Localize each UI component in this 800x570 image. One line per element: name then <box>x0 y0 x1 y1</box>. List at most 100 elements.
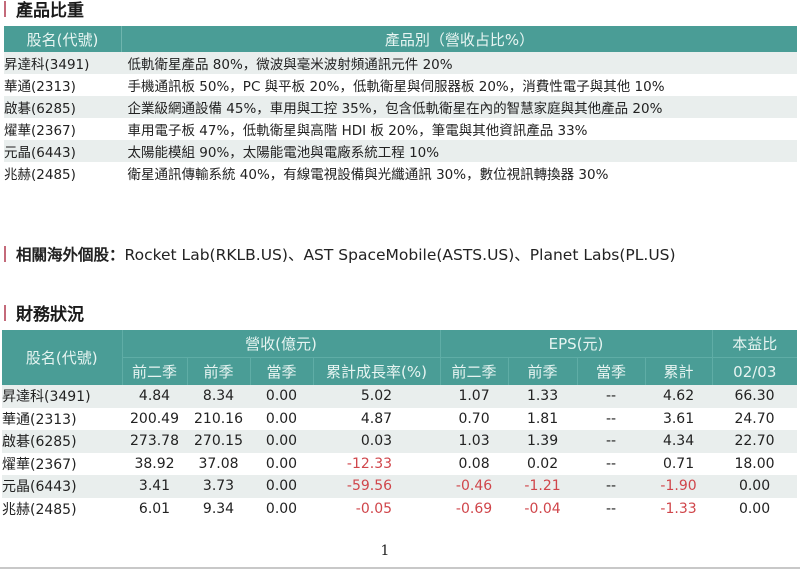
pe-ratio: 66.30 <box>712 385 798 408</box>
finance-section-title: 財務狀況 <box>4 300 84 325</box>
title-accent-bar <box>4 246 6 262</box>
table-row: 華通(2313) 200.49 210.16 0.00 4.87 0.70 1.… <box>2 408 797 431</box>
table-row: 元晶(6443) 太陽能模組 90%，太陽能電池與電廠系統工程 10% <box>4 140 797 162</box>
table-row: 燿華(2367) 車用電子板 47%，低軌衛星與高階 HDI 板 20%，筆電與… <box>4 118 797 140</box>
product-mix: 手機通訊板 50%，PC 與平板 20%，低軌衛星與伺服器板 20%，消費性電子… <box>127 79 665 95</box>
product-mix: 低軌衛星產品 80%，微波與毫米波射頻通訊元件 20% <box>121 52 797 74</box>
header-rev-current: 當季 <box>249 357 313 385</box>
pe-ratio: 24.70 <box>734 410 775 427</box>
rev-prev2: 4.84 <box>122 385 187 408</box>
table-row: 啟碁(6285) 273.78 270.15 0.00 0.03 1.03 1.… <box>2 430 798 453</box>
eps-cumulative: 0.71 <box>662 455 695 472</box>
rev-growth: 4.87 <box>360 410 393 427</box>
eps-prev2: 1.03 <box>440 430 509 453</box>
title-accent-bar <box>4 0 6 17</box>
eps-prev2: 0.08 <box>458 455 490 472</box>
rev-current: 0.00 <box>250 430 313 453</box>
header-rev-prev: 前季 <box>186 357 250 385</box>
rev-current: 0.00 <box>265 500 298 517</box>
product-mix: 衛星通訊傳輸系統 40%，有線電視設備與光纖通訊 30%，數位視訊轉換器 30% <box>127 167 609 183</box>
rev-current: 0.00 <box>265 410 298 427</box>
header-rev-prev2: 前二季 <box>121 357 187 385</box>
table-row: 啟碁(6285) 企業級網通設備 45%，車用與工控 35%，包含低軌衛星在內的… <box>4 96 797 118</box>
eps-current: -- <box>605 410 617 427</box>
header-pe-group: 本益比 <box>711 330 798 358</box>
product-mix-table: 股名(代號) 產品別（營收占比%） 昇達科(3491) 低軌衛星產品 80%，微… <box>4 26 797 184</box>
eps-cumulative: -1.33 <box>660 500 697 517</box>
table-row: 華通(2313) 手機通訊板 50%，PC 與平板 20%，低軌衛星與伺服器板 … <box>4 74 797 96</box>
finance-section-title-text: 財務狀況 <box>16 305 84 325</box>
rev-prev: 210.16 <box>194 410 243 427</box>
rev-growth: -0.05 <box>355 500 393 517</box>
rev-growth: 5.02 <box>313 385 441 408</box>
stock-name: 昇達科(3491) <box>2 385 122 408</box>
header-revenue-group: 營收(億元) <box>121 330 441 358</box>
overseas-label: 相關海外個股： <box>16 246 125 264</box>
header-pe-date: 02/03 <box>711 357 798 385</box>
pe-ratio: 18.00 <box>734 455 775 472</box>
overseas-stocks-text: Rocket Lab(RKLB.US)、AST SpaceMobile(ASTS… <box>124 246 676 264</box>
stock-name: 兆赫(2485) <box>2 501 77 518</box>
pe-ratio: 0.00 <box>712 475 798 498</box>
bottom-divider <box>0 567 800 569</box>
table-row: 燿華(2367) 38.92 37.08 0.00 -12.33 0.08 0.… <box>2 453 797 476</box>
eps-prev2: 1.07 <box>440 385 509 408</box>
header-eps-prev: 前季 <box>507 357 578 385</box>
stock-name: 啟碁(6285) <box>4 96 122 118</box>
eps-cumulative: 4.62 <box>645 385 713 408</box>
eps-current: -- <box>605 455 617 472</box>
eps-prev: 1.81 <box>526 410 559 427</box>
page-number: 1 <box>380 543 390 559</box>
header-eps-current: 當季 <box>576 357 646 385</box>
rev-prev2: 273.78 <box>122 430 187 453</box>
table-header-row-group: 股名(代號) 營收(億元) EPS(元) 本益比 <box>2 330 798 385</box>
rev-prev2: 200.49 <box>130 410 179 427</box>
header-eps-group: EPS(元) <box>439 330 713 358</box>
eps-prev: 1.33 <box>508 385 578 408</box>
product-section-title: 產品比重 <box>4 0 84 21</box>
product-mix: 車用電子板 47%，低軌衛星與高階 HDI 板 20%，筆電與其他資訊產品 33… <box>127 123 588 139</box>
eps-current: -- <box>577 385 646 408</box>
rev-prev: 8.34 <box>187 385 250 408</box>
rev-prev2: 3.41 <box>122 475 187 498</box>
eps-prev: -0.04 <box>524 500 561 517</box>
stock-name: 元晶(6443) <box>4 140 122 162</box>
stock-name: 燿華(2367) <box>2 456 77 473</box>
header-stock-name: 股名(代號) <box>2 330 122 385</box>
stock-name: 元晶(6443) <box>2 475 122 498</box>
eps-prev: 0.02 <box>526 455 559 472</box>
eps-prev: 1.39 <box>508 430 578 453</box>
header-eps-cumulative: 累計 <box>644 357 713 385</box>
rev-prev: 37.08 <box>198 455 239 472</box>
rev-current: 0.00 <box>250 385 313 408</box>
overseas-stocks-line: 相關海外個股： Rocket Lab(RKLB.US)、AST SpaceMob… <box>4 243 676 265</box>
rev-prev2: 6.01 <box>138 500 171 517</box>
table-row: 昇達科(3491) 低軌衛星產品 80%，微波與毫米波射頻通訊元件 20% <box>4 52 797 74</box>
rev-current: 0.00 <box>250 475 313 498</box>
pe-ratio: 22.70 <box>712 430 798 453</box>
eps-prev2: -0.69 <box>455 500 493 517</box>
stock-name: 兆赫(2485) <box>4 167 76 183</box>
stock-name: 昇達科(3491) <box>4 52 122 74</box>
eps-cumulative: 3.61 <box>662 410 695 427</box>
table-header-row: 股名(代號) 產品別（營收占比%） <box>4 26 797 52</box>
eps-prev: -1.21 <box>508 475 578 498</box>
table-row: 昇達科(3491) 4.84 8.34 0.00 5.02 1.07 1.33 … <box>2 385 798 408</box>
rev-prev: 9.34 <box>202 500 235 517</box>
eps-current: -- <box>577 475 646 498</box>
product-mix: 太陽能模組 90%，太陽能電池與電廠系統工程 10% <box>121 140 797 162</box>
rev-current: 0.00 <box>265 455 298 472</box>
financial-table: 股名(代號) 營收(億元) EPS(元) 本益比 前二季 前季 當季 累計成長率… <box>2 330 798 521</box>
stock-name: 燿華(2367) <box>4 123 76 139</box>
rev-growth: 0.03 <box>313 430 441 453</box>
table-header-row-sub: 前二季 前季 當季 累計成長率(%) 前二季 前季 當季 累計 02/03 <box>2 357 798 385</box>
title-accent-bar <box>4 304 6 321</box>
stock-name: 華通(2313) <box>4 79 76 95</box>
table-row: 兆赫(2485) 6.01 9.34 0.00 -0.05 -0.69 -0.0… <box>2 498 797 521</box>
product-mix: 企業級網通設備 45%，車用與工控 35%，包含低軌衛星在內的智慧家庭與其他產品… <box>121 96 797 118</box>
rev-growth: -59.56 <box>313 475 441 498</box>
header-stock-name: 股名(代號) <box>4 26 122 52</box>
eps-current: -- <box>605 500 617 517</box>
rev-growth: -12.33 <box>346 455 393 472</box>
header-rev-growth: 累計成長率(%) <box>312 357 441 385</box>
